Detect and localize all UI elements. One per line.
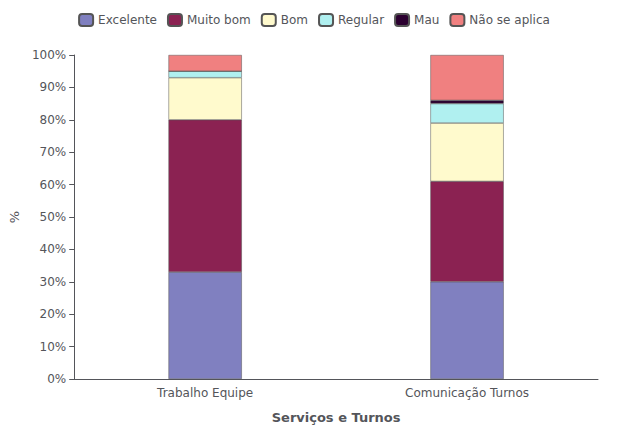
svg-text:80%: 80% <box>40 113 67 127</box>
svg-text:Trabalho Equipe: Trabalho Equipe <box>156 386 253 400</box>
svg-text:60%: 60% <box>40 178 67 192</box>
svg-text:Mau: Mau <box>414 13 439 27</box>
svg-text:0%: 0% <box>47 372 66 386</box>
svg-text:Comunicação Turnos: Comunicação Turnos <box>405 386 529 400</box>
svg-text:Muito bom: Muito bom <box>187 13 251 27</box>
svg-text:Serviços e Turnos: Serviços e Turnos <box>272 410 401 425</box>
svg-text:Não se aplica: Não se aplica <box>469 13 550 27</box>
svg-text:30%: 30% <box>40 275 67 289</box>
svg-text:10%: 10% <box>40 340 67 354</box>
svg-text:%: % <box>7 211 22 223</box>
svg-text:100%: 100% <box>32 48 66 62</box>
svg-text:70%: 70% <box>40 145 67 159</box>
svg-text:20%: 20% <box>40 307 67 321</box>
svg-text:Regular: Regular <box>338 13 384 27</box>
svg-text:Bom: Bom <box>281 13 308 27</box>
svg-text:90%: 90% <box>40 80 67 94</box>
svg-text:40%: 40% <box>40 242 67 256</box>
svg-text:Excelente: Excelente <box>98 13 157 27</box>
svg-text:50%: 50% <box>40 210 67 224</box>
